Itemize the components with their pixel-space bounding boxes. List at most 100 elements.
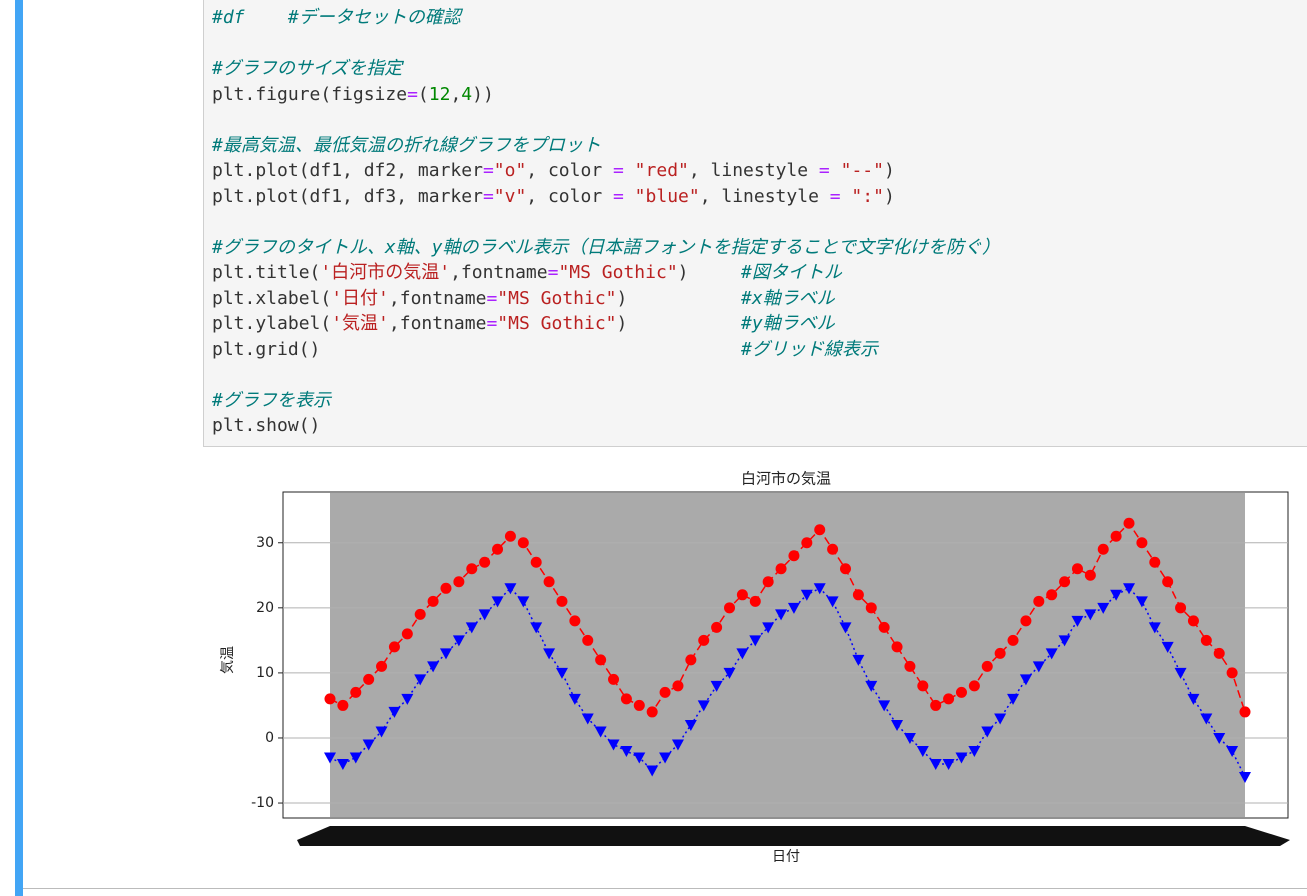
code-token: = — [486, 313, 498, 334]
marker — [324, 752, 336, 764]
code-token: ) — [883, 160, 895, 181]
code-comment: #x軸ラベル — [741, 287, 835, 309]
code-line: #最高気温、最低気温の折れ線グラフをプロット — [212, 133, 601, 159]
marker — [1046, 589, 1058, 601]
marker — [337, 699, 349, 711]
marker — [530, 556, 542, 568]
code-token: ) — [883, 185, 895, 207]
marker — [492, 543, 504, 555]
marker — [478, 609, 491, 621]
marker — [465, 622, 478, 634]
code-token: 4 — [461, 83, 473, 105]
code-token: '白河市の気温' — [320, 262, 451, 283]
code-token: ,fontname — [388, 287, 487, 309]
marker — [466, 563, 478, 575]
marker — [1226, 667, 1238, 679]
code-token: "MS Gothic" — [558, 262, 678, 283]
marker — [1187, 615, 1199, 627]
marker — [1084, 609, 1097, 621]
marker — [723, 667, 736, 679]
code-line: plt.title('白河市の気温',fontname="MS Gothic") — [212, 260, 689, 286]
marker — [440, 582, 452, 594]
marker — [401, 693, 414, 705]
marker — [350, 686, 362, 698]
code-token: , color — [526, 185, 613, 207]
marker — [620, 693, 632, 705]
marker — [672, 680, 684, 692]
marker — [594, 726, 607, 738]
chart-title: 白河市の気温 — [741, 470, 831, 488]
marker — [994, 647, 1006, 659]
code-token: #グラフのサイズを指定 — [212, 58, 403, 79]
code-line: plt.show() — [212, 413, 320, 439]
marker — [633, 752, 646, 764]
marker — [1174, 667, 1187, 679]
marker — [839, 563, 851, 575]
marker — [1007, 693, 1020, 705]
marker — [826, 596, 839, 608]
marker — [363, 673, 375, 685]
code-token: , — [450, 83, 462, 105]
marker — [813, 583, 826, 595]
code-line: plt.grid() — [212, 337, 320, 363]
marker — [1200, 634, 1212, 646]
marker — [762, 622, 775, 634]
code-line: #グラフのタイトル、x軸、y軸のラベル表示（日本語フォントを指定することで文字化… — [212, 235, 1000, 261]
y-tick-label: 0 — [265, 730, 274, 746]
marker — [608, 673, 620, 685]
marker — [1033, 595, 1045, 607]
marker — [904, 660, 916, 672]
marker — [633, 699, 645, 711]
code-token: "red" — [623, 160, 689, 181]
marker — [787, 602, 800, 614]
marker — [1032, 661, 1045, 673]
marker — [1019, 674, 1032, 686]
y-tick-label: 30 — [256, 535, 274, 551]
marker — [1162, 576, 1174, 588]
marker — [724, 602, 736, 614]
marker — [1110, 530, 1122, 542]
marker — [1020, 615, 1032, 627]
marker — [1007, 634, 1019, 646]
marker — [1200, 713, 1213, 725]
marker — [491, 596, 504, 608]
code-line: plt.plot(df1, df2, marker="o", color = "… — [212, 158, 895, 184]
marker — [981, 726, 994, 738]
code-line: plt.plot(df1, df3, marker="v", color = "… — [212, 184, 895, 210]
marker — [427, 661, 440, 673]
marker — [568, 693, 581, 705]
code-token: "MS Gothic" — [497, 313, 617, 334]
marker — [891, 719, 904, 731]
code-token: "--" — [829, 160, 884, 181]
marker — [1123, 583, 1136, 595]
code-token: = — [486, 287, 498, 309]
marker — [1239, 772, 1251, 784]
marker — [504, 530, 516, 542]
code-token: #df #データセットの確認 — [212, 7, 461, 28]
code-line: #df #データセットの確認 — [212, 5, 461, 31]
marker — [659, 752, 672, 764]
marker — [1097, 602, 1110, 614]
marker — [852, 654, 865, 666]
code-comment: #グリッド線表示 — [741, 338, 878, 360]
marker — [1110, 589, 1123, 601]
marker — [968, 745, 981, 757]
marker — [994, 713, 1007, 725]
marker — [582, 634, 594, 646]
marker — [543, 648, 556, 660]
marker — [646, 706, 658, 718]
marker — [865, 680, 878, 692]
y-axis-label: 気温 — [220, 646, 236, 674]
marker — [453, 576, 465, 588]
marker — [581, 713, 594, 725]
marker — [685, 654, 697, 666]
code-token: , color — [526, 160, 613, 181]
marker — [324, 693, 336, 705]
marker — [711, 621, 723, 633]
marker — [1175, 602, 1187, 614]
marker — [684, 719, 697, 731]
series-line — [329, 587, 1246, 778]
x-axis-label: 日付 — [772, 849, 800, 865]
code-cell[interactable]: #df #データセットの確認 #グラフのサイズを指定 plt.figure(figs… — [203, 0, 1307, 447]
